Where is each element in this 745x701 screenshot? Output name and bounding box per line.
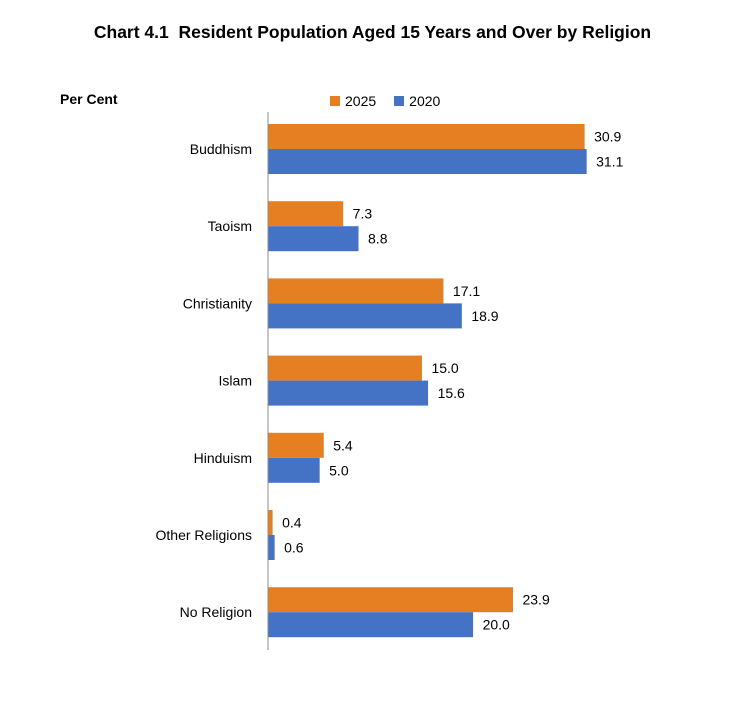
unit-label: Per Cent	[60, 91, 118, 107]
data-label-islam-2025: 15.0	[431, 360, 458, 376]
category-label-other-religions: Other Religions	[156, 527, 253, 543]
bar-taoism-2025	[268, 201, 344, 227]
bar-hinduism-2025	[268, 432, 324, 458]
data-label-hinduism-2025: 5.4	[333, 437, 353, 453]
legend-swatch-2020	[394, 96, 405, 106]
category-label-no-religion: No Religion	[180, 604, 252, 620]
category-label-buddhism: Buddhism	[190, 141, 252, 157]
bar-christianity-2025	[268, 278, 444, 304]
bar-no-religion-2020	[268, 612, 474, 638]
data-label-no-religion-2020: 20.0	[483, 617, 510, 633]
data-label-christianity-2020: 18.9	[471, 308, 498, 324]
data-label-buddhism-2025: 30.9	[594, 129, 621, 145]
data-label-islam-2020: 15.6	[438, 385, 465, 401]
data-label-christianity-2025: 17.1	[453, 283, 480, 299]
bar-other-religions-2020	[268, 535, 275, 560]
data-label-buddhism-2020: 31.1	[596, 154, 623, 170]
bar-islam-2025	[268, 355, 422, 381]
data-label-other-religions-2020: 0.6	[284, 540, 304, 556]
legend-swatch-2025	[330, 96, 340, 106]
category-label-islam: Islam	[219, 373, 252, 389]
legend-item-2025: 2025	[330, 93, 376, 109]
legend: 2025 2020	[330, 93, 458, 109]
data-label-no-religion-2025: 23.9	[522, 592, 549, 608]
bar-islam-2020	[268, 380, 429, 406]
bar-taoism-2020	[268, 226, 359, 252]
bar-hinduism-2020	[268, 457, 320, 483]
category-label-hinduism: Hinduism	[194, 450, 252, 466]
bar-buddhism-2025	[268, 124, 585, 149]
legend-label-2025: 2025	[345, 93, 377, 109]
data-label-taoism-2020: 8.8	[368, 231, 388, 247]
bar-buddhism-2020	[268, 149, 587, 174]
category-label-christianity: Christianity	[183, 295, 252, 311]
data-label-other-religions-2025: 0.4	[282, 515, 302, 531]
data-label-taoism-2025: 7.3	[353, 206, 373, 222]
data-label-hinduism-2020: 5.0	[329, 462, 349, 478]
bar-christianity-2020	[268, 303, 462, 329]
category-label-taoism: Taoism	[208, 218, 252, 234]
legend-item-2020: 2020	[394, 93, 440, 109]
chart-title: Chart 4.1 Resident Population Aged 15 Ye…	[93, 22, 652, 42]
legend-label-2020: 2020	[409, 93, 441, 109]
bar-no-religion-2025	[268, 587, 513, 613]
bar-other-religions-2025	[268, 510, 273, 535]
